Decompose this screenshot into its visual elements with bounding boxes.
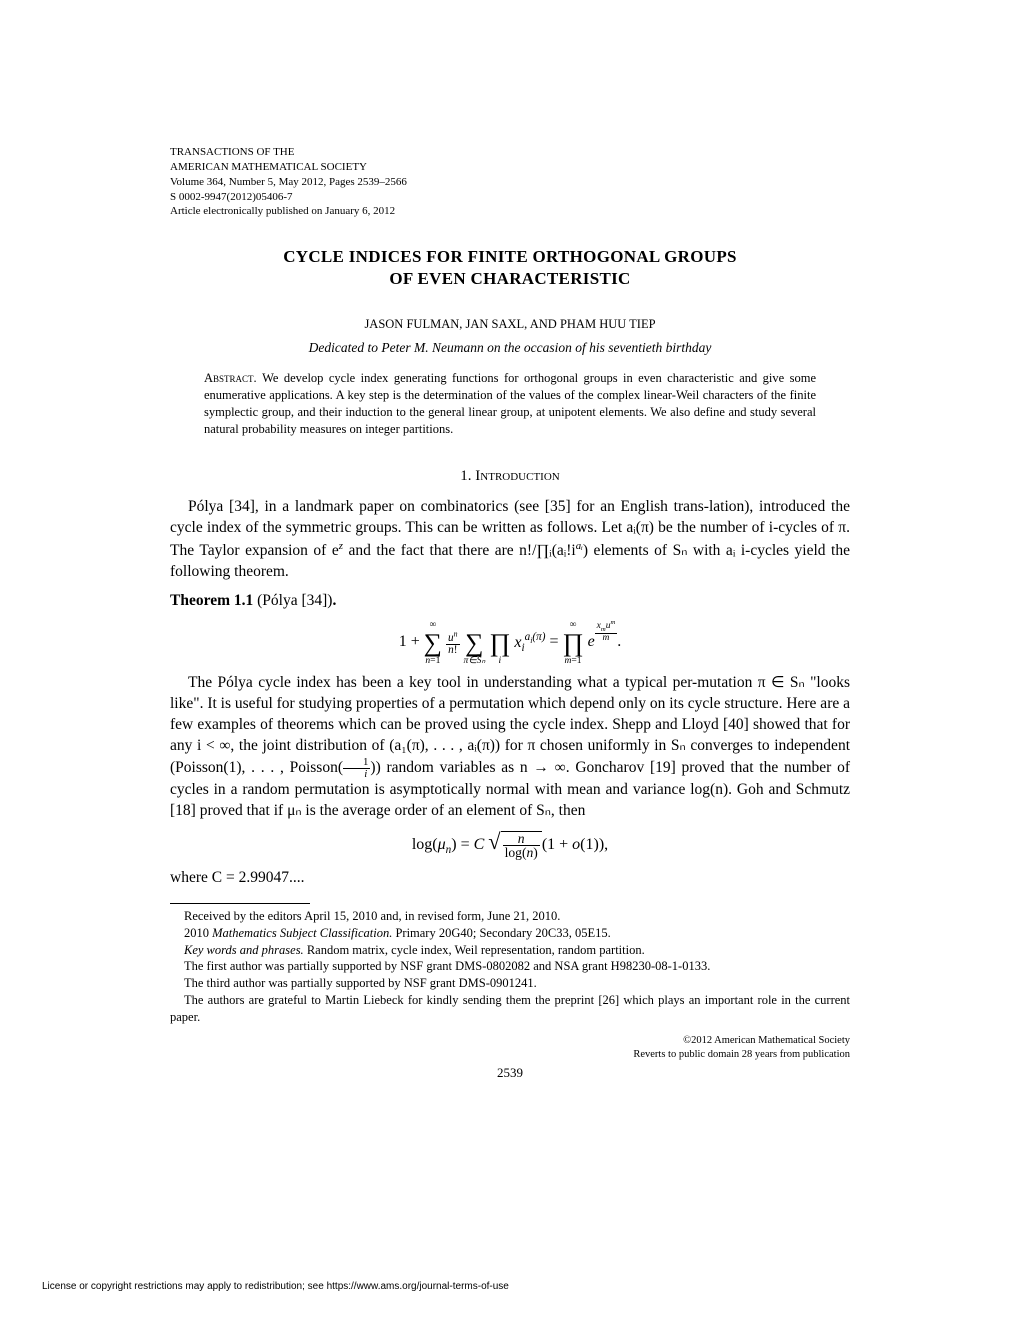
abstract-lead: Abstract.: [204, 371, 262, 385]
abstract-text: We develop cycle index generating functi…: [204, 371, 816, 436]
copyright-line: Reverts to public domain 28 years from p…: [170, 1048, 850, 1062]
footnote: Received by the editors April 15, 2010 a…: [170, 908, 850, 925]
footnote: The first author was partially supported…: [170, 958, 850, 975]
copyright-line: ©2012 American Mathematical Society: [170, 1034, 850, 1048]
theorem: Theorem 1.1 (Pólya [34]).: [170, 591, 850, 612]
footnotes: Received by the editors April 15, 2010 a…: [170, 908, 850, 1026]
journal-line: Article electronically published on Janu…: [170, 204, 850, 219]
page: TRANSACTIONS OF THE AMERICAN MATHEMATICA…: [0, 0, 1020, 1320]
equation-1: 1 + ∞∑n=1 unn! ∑π∈Sₙ ∏i xiai(π) = ∞∏m=1 …: [170, 619, 850, 665]
paragraph: The Pólya cycle index has been a key too…: [170, 673, 850, 821]
authors: JASON FULMAN, JAN SAXL, AND PHAM HUU TIE…: [170, 317, 850, 332]
paper-subtitle: OF EVEN CHARACTERISTIC: [170, 269, 850, 289]
journal-line: S 0002-9947(2012)05406-7: [170, 190, 850, 205]
footnote: 2010 Mathematics Subject Classification.…: [170, 925, 850, 942]
dedication: Dedicated to Peter M. Neumann on the occ…: [170, 340, 850, 356]
page-number: 2539: [170, 1065, 850, 1081]
footnote: The authors are grateful to Martin Liebe…: [170, 992, 850, 1026]
copyright: ©2012 American Mathematical Society Reve…: [170, 1034, 850, 1061]
paragraph: Pólya [34], in a landmark paper on combi…: [170, 497, 850, 583]
journal-line: TRANSACTIONS OF THE: [170, 145, 850, 160]
theorem-label: Theorem 1.1: [170, 592, 257, 609]
paper-title: CYCLE INDICES FOR FINITE ORTHOGONAL GROU…: [170, 247, 850, 267]
footnote: The third author was partially supported…: [170, 975, 850, 992]
theorem-cite: (Pólya [34]): [257, 592, 332, 609]
journal-line: Volume 364, Number 5, May 2012, Pages 25…: [170, 175, 850, 190]
journal-line: AMERICAN MATHEMATICAL SOCIETY: [170, 160, 850, 175]
abstract: Abstract. We develop cycle index generat…: [204, 370, 816, 438]
section-heading: 1. Introduction: [170, 468, 850, 485]
footnote: Key words and phrases. Random matrix, cy…: [170, 942, 850, 959]
footnote-rule: [170, 903, 310, 904]
paragraph: where C = 2.99047....: [170, 868, 850, 889]
equation-2: log(μn) = C √nlog(n)(1 + o(1)),: [170, 829, 850, 859]
journal-header: TRANSACTIONS OF THE AMERICAN MATHEMATICA…: [170, 145, 850, 219]
license-notice: License or copyright restrictions may ap…: [42, 1281, 509, 1292]
